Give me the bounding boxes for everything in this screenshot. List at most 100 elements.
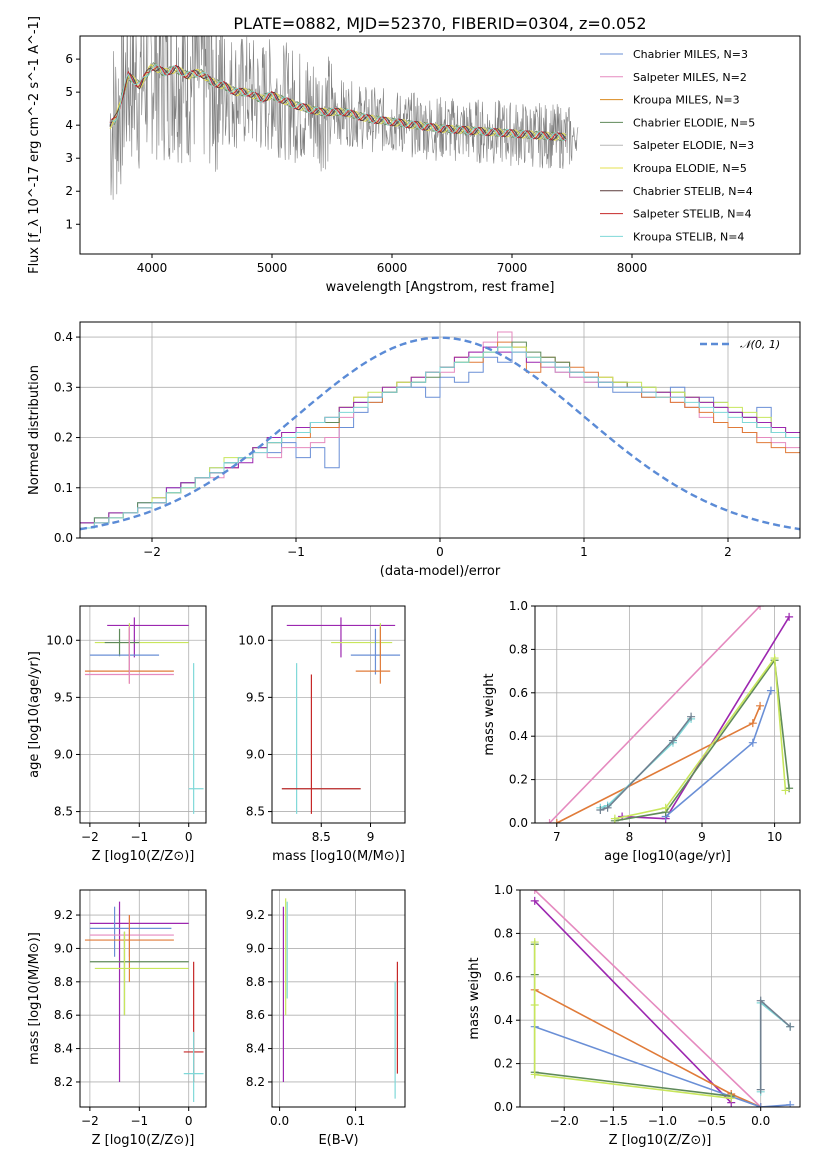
plot-area-spectrum [109,36,579,200]
x-tick-label: 0 [185,830,193,844]
errorbar-point-2 [89,915,174,957]
errorbar-point-5 [281,674,361,814]
x-tick-label: 5000 [257,261,288,275]
panel-mass-vs-Z: −2 −1 0 8.2 8.4 8.6 8.8 9.0 9.2 Z [log10(Z/Z⊙)] ma… [27,889,207,1148]
plot-area-weight-vs-Z [530,890,795,1107]
errorbar-point-0 [286,617,396,658]
axes-frame [271,889,406,1108]
errorbar-point-5 [84,626,174,684]
x-axis-label: mass [log10(M/M⊙)] [272,849,405,864]
y-tick-label: 5 [65,85,73,99]
x-axis-label: wavelength [Angstrom, rest frame] [326,280,555,295]
y-tick-label: 0.2 [509,773,528,787]
series-marker [756,1085,765,1094]
series-line-7 [600,716,692,811]
y-tick-label: 4 [65,118,73,132]
series-marker [785,612,794,621]
x-tick-label: 4000 [137,261,168,275]
panel-age-vs-mass: 8.5 9 8.5 9.0 9.5 10.0 mass [log10(M/M⊙)] [238,605,406,864]
series-line-5 [614,655,787,820]
x-tick-label: 1 [580,545,588,559]
y-tick-label: 9.2 [54,908,73,922]
y-axis-label: mass weight [482,673,497,755]
series-marker [786,1100,795,1107]
series-marker [603,803,612,812]
y-tick-label: 0.8 [509,642,528,656]
normal-curve [80,336,800,531]
x-tick-label: 0.0 [751,1114,770,1128]
y-tick-label: 0.4 [509,729,528,743]
axes-frame [79,605,207,824]
y-tick-label: 0.0 [494,1100,513,1114]
x-tick-label: 6000 [377,261,408,275]
x-tick-label: −1.0 [648,1114,677,1128]
series-marker [610,814,619,823]
x-tick-label: 9 [698,830,706,844]
y-tick-label: 8.4 [54,1042,73,1056]
x-tick-label: 8 [626,830,634,844]
series-marker [748,738,757,747]
legend: Chabrier MILES, N=3 Salpeter MILES, N=2 Kr… [600,48,755,243]
axes-frame [534,605,801,824]
y-tick-label: 8.5 [54,805,73,819]
y-tick-label: 10.0 [46,633,73,647]
series-line-1 [534,900,732,1104]
y-tick-label: 0.2 [494,1057,513,1071]
legend-entry: Salpeter ELODIE, N=3 [633,139,754,152]
y-tick-label: 1.0 [494,883,513,897]
series-marker [530,890,539,894]
y-tick-label: 9.0 [54,747,73,761]
series-marker [530,896,539,905]
x-tick-label: 7 [553,830,561,844]
axes-frame [79,35,801,255]
errorbar-point-0 [89,901,189,1082]
series-marker [781,786,790,795]
axes-frame [519,889,801,1108]
x-tick-label: −1 [130,1114,148,1128]
series-marker [770,654,779,663]
x-axis-label: Z [log10(Z/Z⊙)] [92,1133,195,1148]
plot-area-age-vs-mass [281,617,401,814]
series-line-1 [622,616,790,820]
x-tick-label: −0.5 [697,1114,726,1128]
series-marker [545,819,554,823]
x-tick-label: −1 [287,545,305,559]
series-marker [786,1022,795,1031]
legend: 𝒩(0, 1) [700,338,780,351]
errorbar-point-3 [89,628,160,675]
errorbar-point-2 [350,628,401,675]
series-marker [756,996,765,1005]
x-tick-label: 0.1 [346,1114,365,1128]
series-marker [552,819,561,823]
y-tick-label: 0.4 [54,330,73,344]
x-tick-label: 2 [724,545,732,559]
series-line-3 [534,1025,791,1107]
legend-entry: Chabrier ELODIE, N=5 [633,116,755,129]
y-tick-label: 0.4 [494,1013,513,1027]
observed-spectrum [109,36,579,200]
legend-entry: Salpeter STELIB, N=4 [633,208,752,221]
y-axis-label: Flux [f_λ 10^-17 erg cm^-2 s^-1 A^-1] [27,16,42,274]
y-tick-label: 6 [65,52,73,66]
panel-residuals: 𝒩(0, 1) −2 −1 0 1 2 0.0 0.1 0.2 0.3 0.4 (data-model… [27,321,801,579]
series-marker [530,1001,539,1010]
x-tick-label: −2.0 [550,1114,579,1128]
y-axis-label: Normed distribution [27,365,42,495]
errorbar-point-1 [89,906,172,957]
plot-area-residuals [80,331,800,531]
y-tick-label: 9.0 [246,747,265,761]
series-marker [530,938,539,947]
legend-entry: 𝒩(0, 1) [740,338,780,351]
y-axis-label: mass [log10(M/M⊙)] [27,932,42,1065]
y-tick-label: 9.0 [54,941,73,955]
y-tick-label: 8.6 [54,1008,73,1022]
series-line-7 [759,998,791,1090]
series-marker [785,784,794,793]
series-marker [661,803,670,812]
x-tick-label: −2 [81,1114,99,1128]
series-line-2 [534,989,762,1107]
series-marker [748,719,757,728]
axes-frame [79,889,207,1108]
x-tick-label: −1.5 [599,1114,628,1128]
